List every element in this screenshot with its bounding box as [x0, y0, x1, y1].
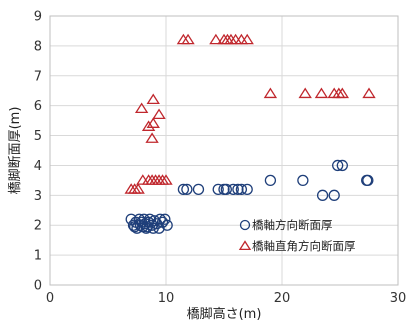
data-point-circle	[177, 183, 190, 196]
data-point-circle	[159, 213, 171, 225]
x-tick-label: 30	[390, 291, 407, 306]
data-point-circle	[154, 213, 166, 225]
y-tick-label: 2	[34, 219, 42, 234]
data-point-circle	[220, 183, 232, 196]
y-tick-label: 7	[34, 69, 42, 84]
data-point-triangle	[298, 87, 312, 99]
data-point-circle	[297, 174, 309, 187]
y-tick-label: 9	[34, 10, 42, 25]
data-point-triangle	[152, 108, 166, 119]
legend-label-series-1: 橋軸方向断面厚	[252, 218, 333, 232]
data-point-triangle	[141, 120, 156, 131]
y-tick-label: 8	[34, 39, 42, 54]
y-tick-label: 4	[34, 159, 42, 174]
data-point-circle	[153, 222, 165, 234]
plot-area	[49, 15, 399, 286]
data-point-triangle	[314, 87, 329, 99]
data-point-circle	[241, 183, 253, 196]
legend-marker-circle	[239, 219, 251, 231]
y-axis-ticks: 0 1 2 3 4 5 6 7 8 9	[34, 10, 42, 294]
data-point-triangle	[146, 93, 160, 105]
y-tick-label: 0	[34, 279, 42, 294]
data-point-circle	[264, 174, 277, 187]
data-point-circle	[235, 183, 248, 196]
data-point-triangle	[134, 102, 149, 114]
x-tick-label: 10	[158, 291, 175, 306]
legend-label-series-2: 橋軸直角方向断面厚	[252, 239, 356, 253]
data-point-circle	[161, 219, 173, 231]
data-point-triangle	[145, 132, 159, 143]
x-tick-label: 0	[46, 291, 54, 306]
data-point-circle	[232, 183, 244, 196]
data-point-triangle	[362, 87, 376, 99]
x-axis-title: 橋脚高さ(m)	[187, 306, 262, 322]
data-point-circle	[316, 189, 329, 201]
data-point-triangle	[181, 33, 195, 45]
data-point-circle	[227, 183, 239, 196]
x-axis-ticks: 0 10 20 30	[46, 291, 406, 306]
data-point-triangle	[263, 87, 278, 99]
series-2	[124, 33, 376, 194]
y-axis-title: 橋脚断面厚(m)	[7, 107, 23, 195]
data-points	[124, 33, 376, 234]
data-point-circle	[332, 159, 344, 172]
data-point-triangle	[240, 33, 254, 45]
y-tick-label: 3	[34, 189, 42, 204]
data-point-circle	[181, 183, 193, 196]
y-tick-label: 5	[34, 129, 42, 144]
x-tick-label: 20	[274, 291, 291, 306]
legend: 橋軸方向断面厚 橋軸直角方向断面厚	[238, 218, 356, 253]
data-point-circle	[362, 174, 374, 187]
y-tick-label: 6	[34, 99, 42, 114]
series-1	[125, 159, 374, 234]
data-point-triangle	[131, 183, 145, 194]
data-point-circle	[218, 183, 230, 196]
data-point-circle	[212, 183, 224, 196]
legend-entry-series-1: 橋軸方向断面厚	[239, 218, 333, 232]
data-point-circle	[129, 221, 141, 233]
data-point-triangle	[146, 117, 160, 128]
data-point-triangle	[234, 33, 249, 45]
y-tick-label: 1	[34, 249, 42, 264]
data-point-circle	[328, 189, 340, 201]
data-point-circle	[141, 221, 154, 233]
data-point-triangle	[159, 174, 173, 185]
data-point-triangle	[209, 33, 223, 45]
data-point-circle	[336, 159, 348, 172]
data-point-triangle	[335, 87, 350, 99]
legend-marker-triangle	[238, 240, 252, 251]
legend-entry-series-2: 橋軸直角方向断面厚	[238, 239, 356, 253]
data-point-circle	[192, 183, 205, 196]
